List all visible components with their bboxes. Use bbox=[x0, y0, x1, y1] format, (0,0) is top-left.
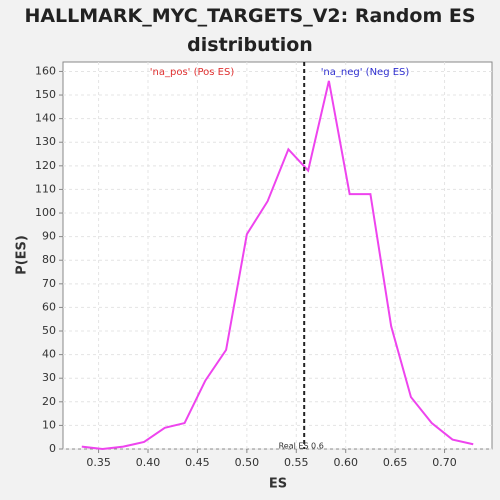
y-tick-label: 90 bbox=[42, 230, 56, 243]
x-tick-label: 0.70 bbox=[432, 456, 457, 469]
y-tick-label: 100 bbox=[35, 206, 56, 219]
pos-label: 'na_pos' (Pos ES) bbox=[150, 67, 235, 78]
y-tick-label: 60 bbox=[42, 300, 56, 313]
x-tick-label: 0.65 bbox=[383, 456, 408, 469]
y-tick-label: 140 bbox=[35, 112, 56, 125]
series-line bbox=[81, 80, 474, 451]
y-tick-label: 70 bbox=[42, 277, 56, 290]
x-tick-label: 0.55 bbox=[284, 456, 309, 469]
x-tick-label: 0.40 bbox=[136, 456, 161, 469]
x-tick-label: 0.35 bbox=[86, 456, 111, 469]
y-tick-label: 80 bbox=[42, 253, 56, 266]
y-tick-label: 50 bbox=[42, 324, 56, 337]
y-tick-label: 160 bbox=[35, 64, 56, 77]
chart-title: HALLMARK_MYC_TARGETS_V2: Random ES distr… bbox=[24, 5, 476, 56]
y-axis-label: P(ES) bbox=[15, 235, 30, 275]
real-es-label: Real ES 0.6 bbox=[279, 442, 324, 451]
y-tick-label: 40 bbox=[42, 348, 56, 361]
y-tick-label: 30 bbox=[42, 371, 56, 384]
y-tick-label: 130 bbox=[35, 135, 56, 148]
y-tick-label: 10 bbox=[42, 418, 56, 431]
x-tick-label: 0.50 bbox=[235, 456, 260, 469]
x-tick-label: 0.60 bbox=[333, 456, 358, 469]
y-tick-label: 150 bbox=[35, 88, 56, 101]
x-axis-label: ES bbox=[269, 477, 287, 492]
y-tick-label: 20 bbox=[42, 395, 56, 408]
neg-label: 'na_neg' (Neg ES) bbox=[321, 67, 410, 78]
y-tick-label: 120 bbox=[35, 159, 56, 172]
plot-area bbox=[62, 61, 493, 450]
y-tick-label: 0 bbox=[49, 442, 56, 455]
y-tick-label: 110 bbox=[35, 182, 56, 195]
x-tick-label: 0.45 bbox=[185, 456, 210, 469]
